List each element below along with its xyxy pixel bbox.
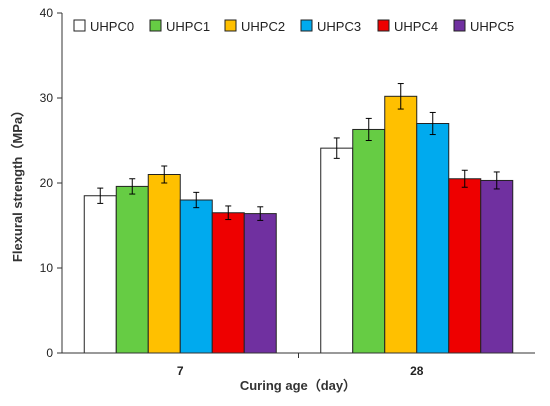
legend-swatch-uhpc2 <box>224 19 237 32</box>
bar-uhpc0-7 <box>83 195 117 354</box>
bar-uhpc4-7 <box>211 212 245 354</box>
y-tick-label: 30 <box>40 91 54 105</box>
bar-uhpc5-28 <box>480 179 514 354</box>
legend-swatch-uhpc1 <box>149 19 162 32</box>
legend-label-uhpc3: UHPC3 <box>317 19 361 34</box>
legend-label-uhpc2: UHPC2 <box>241 19 285 34</box>
y-tick-label: 40 <box>40 6 54 20</box>
y-tick-label: 0 <box>46 346 53 360</box>
bar-uhpc2-28 <box>384 95 418 354</box>
legend-swatch-uhpc0 <box>73 19 86 32</box>
legend-label-uhpc5: UHPC5 <box>470 19 514 34</box>
x-tick-label: 7 <box>177 364 184 378</box>
y-tick-label: 10 <box>40 261 54 275</box>
error-bars-layer <box>97 83 500 221</box>
bars-layer <box>83 95 514 354</box>
bar-uhpc4-28 <box>448 178 482 354</box>
bar-uhpc1-28 <box>352 128 386 354</box>
bar-uhpc3-28 <box>416 123 450 354</box>
legend-label-uhpc0: UHPC0 <box>90 19 134 34</box>
bar-uhpc1-7 <box>115 185 149 354</box>
x-tick-label: 28 <box>410 364 424 378</box>
legend-swatch-uhpc3 <box>300 19 313 32</box>
y-tick-label: 20 <box>40 176 54 190</box>
x-ticks: 7 28 <box>177 353 424 378</box>
x-axis-title: Curing age（day） <box>240 378 356 393</box>
legend-swatch-uhpc4 <box>377 19 390 32</box>
bar-uhpc5-7 <box>243 213 277 354</box>
bar-uhpc0-28 <box>320 147 354 354</box>
bar-uhpc2-7 <box>147 174 181 354</box>
legend-label-uhpc4: UHPC4 <box>394 19 438 34</box>
y-axis-title: Flexural strength（MPa） <box>10 104 25 262</box>
legend-label-uhpc1: UHPC1 <box>166 19 210 34</box>
bar-uhpc3-7 <box>179 199 213 354</box>
y-ticks: 0 10 20 30 40 <box>40 6 62 360</box>
legend-swatch-uhpc5 <box>453 19 466 32</box>
legend: UHPC0 UHPC1 UHPC2 UHPC3 UHPC4 UHPC5 <box>73 19 514 34</box>
